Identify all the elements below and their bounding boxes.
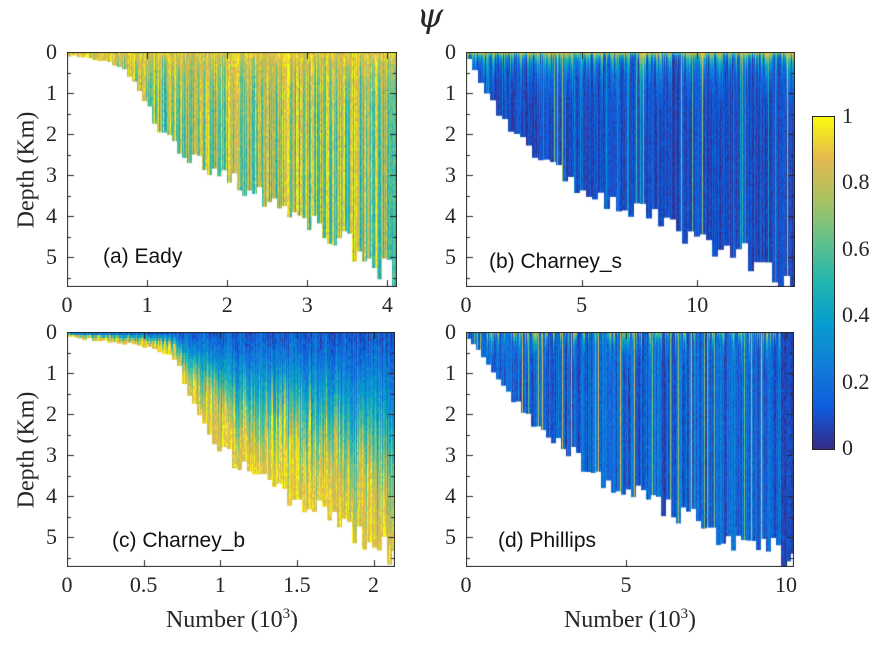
y-tick-label: 0	[46, 39, 57, 64]
figure-title: ψ	[416, 0, 444, 36]
xlabel-close: )	[688, 607, 697, 633]
xlabel-close: )	[290, 607, 299, 633]
panel-label-charney-s: (b) Charney_s	[489, 250, 623, 273]
colorbar	[812, 116, 835, 450]
x-tick-label: 0.5	[129, 572, 158, 597]
x-tick-label: 1	[214, 572, 226, 597]
x-tick-label: 5	[576, 292, 588, 317]
x-tick-label: 5	[620, 572, 632, 597]
y-tick-label: 1	[445, 80, 456, 106]
panel-phillips: (d) Phillips	[466, 332, 794, 567]
y-tick-label: 1	[46, 360, 57, 386]
xlabel-number-left: Number (103)	[166, 606, 298, 634]
y-tick-label: 0	[445, 319, 456, 344]
x-tick-label: 4	[381, 292, 393, 317]
y-tick-label: 3	[445, 442, 456, 468]
x-tick-label: 1.5	[283, 572, 311, 597]
y-tick-label: 3	[46, 162, 57, 188]
y-tick-label: 3	[445, 162, 456, 188]
colorbar-tick-label: 0.4	[842, 302, 870, 328]
panel-charney-s: (b) Charney_s	[466, 52, 795, 287]
colorbar-tick-label: 0.6	[842, 235, 870, 261]
heatmap-canvas-phillips	[466, 332, 794, 567]
y-tick-label: 2	[46, 121, 57, 147]
colorbar-tick-label: 1	[842, 103, 853, 128]
y-tick-label: 3	[46, 442, 57, 468]
heatmap-canvas-charney-s	[466, 52, 795, 287]
x-tick-label: 2	[221, 292, 233, 317]
heatmap-canvas-charney-b	[67, 332, 395, 567]
x-tick-label: 0	[460, 572, 472, 597]
x-tick-label: 1	[141, 292, 153, 317]
panel-label-phillips: (d) Phillips	[498, 529, 597, 552]
panel-charney-b: (c) Charney_b	[67, 332, 395, 567]
xlabel-exponent: 3	[282, 606, 291, 622]
y-tick-label: 5	[445, 524, 456, 550]
y-tick-label: 5	[445, 244, 456, 270]
y-tick-label: 0	[46, 319, 57, 344]
panel-label-charney-b: (c) Charney_b	[112, 529, 246, 552]
x-tick-label: 10	[775, 572, 797, 597]
panel-label-eady: (a) Eady	[103, 245, 183, 268]
x-tick-label: 0	[61, 572, 73, 597]
y-tick-label: 4	[445, 203, 456, 229]
x-tick-label: 3	[301, 292, 313, 317]
y-tick-label: 2	[445, 121, 456, 147]
xlabel-exponent: 3	[680, 606, 689, 622]
y-tick-label: 4	[445, 483, 456, 509]
panel-eady: (a) Eady	[67, 52, 397, 287]
colorbar-tick-label: 0	[842, 435, 853, 460]
x-tick-label: 2	[368, 572, 380, 597]
x-tick-label: 0	[61, 292, 73, 317]
y-tick-label: 4	[46, 203, 57, 229]
y-tick-label: 2	[445, 401, 456, 427]
y-tick-label: 1	[445, 360, 456, 386]
colorbar-tick-label: 0.2	[842, 368, 870, 394]
xlabel-text: Number (10	[165, 607, 283, 633]
x-tick-label: 0	[460, 292, 472, 317]
xlabel-text: Number (10	[563, 607, 681, 633]
y-tick-label: 0	[445, 39, 456, 64]
y-tick-label: 5	[46, 524, 57, 550]
y-tick-label: 2	[46, 401, 57, 427]
x-tick-label: 10	[686, 292, 709, 317]
y-tick-label: 5	[46, 244, 57, 270]
heatmap-canvas-eady	[67, 52, 397, 287]
y-tick-label: 4	[46, 483, 57, 509]
xlabel-number-right: Number (103)	[564, 606, 696, 634]
colorbar-tick-label: 0.8	[842, 169, 870, 195]
y-tick-label: 1	[46, 80, 57, 106]
